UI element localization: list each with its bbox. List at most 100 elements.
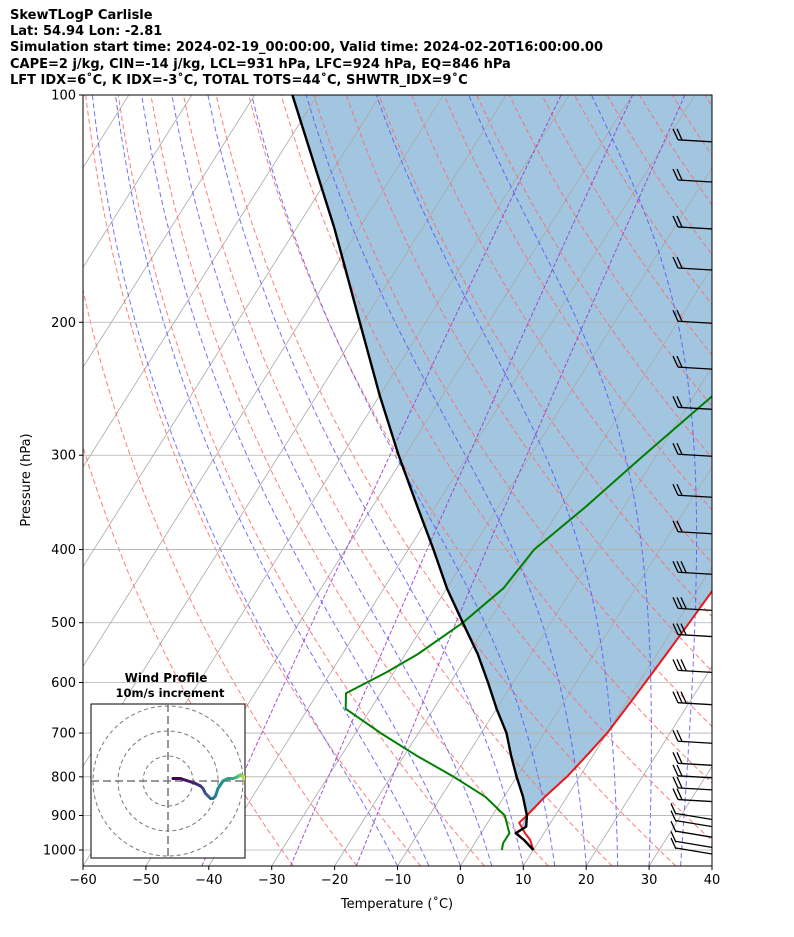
- mixing-ratio-line: [355, 95, 686, 866]
- y-tick-label: 400: [51, 543, 76, 558]
- barb-flag: [672, 561, 679, 573]
- y-axis: 1000 900 800 700 600 500 400 300 200 100: [43, 89, 83, 859]
- x-tick-label: 20: [578, 873, 595, 888]
- x-tick-label: 40: [704, 873, 721, 888]
- chart-header: SkewTLogP Carlisle Lat: 54.94 Lon: -2.81…: [10, 8, 603, 89]
- y-tick-label: 500: [51, 616, 76, 631]
- x-tick-label: 30: [641, 873, 658, 888]
- moist-adiabat-line: [251, 95, 556, 866]
- wind-barb: [672, 128, 713, 143]
- barb-shaft: [675, 820, 713, 828]
- barb-flag: [676, 310, 683, 322]
- y-tick-label: 100: [51, 89, 76, 104]
- location-line: Lat: 54.94 Lon: -2.81: [10, 24, 163, 40]
- hodograph-title: Wind Profile: [125, 671, 208, 685]
- moist-adiabat-line: [141, 95, 461, 866]
- wind-barb: [672, 752, 713, 766]
- barb-shaft: [677, 787, 713, 791]
- barb-flag: [672, 597, 679, 609]
- wind-barb: [672, 730, 713, 744]
- barb-shaft: [677, 798, 713, 803]
- barb-shaft: [677, 775, 713, 779]
- barb-flag: [672, 256, 679, 269]
- y-tick-label: 600: [51, 676, 76, 691]
- barb-flag: [672, 691, 679, 703]
- time-line: Simulation start time: 2024-02-19_00:00:…: [10, 40, 603, 56]
- barb-flag: [676, 396, 683, 408]
- barb-flag: [680, 561, 687, 573]
- dry-adiabat-line: [313, 95, 712, 728]
- dry-adiabat-line: [83, 287, 358, 866]
- barb-flag: [676, 730, 683, 742]
- wind-barb: [672, 788, 713, 803]
- x-axis: −60 −50 −40 −30 −20 −10 0 10 20 30 40: [69, 866, 720, 888]
- barb-flag: [672, 623, 679, 635]
- wind-barb: [672, 561, 713, 575]
- barb-flag: [680, 691, 687, 703]
- barb-flag: [672, 442, 679, 455]
- barb-shaft: [677, 226, 713, 230]
- parcel-profile-line: [291, 95, 535, 851]
- moist-adiabat-line: [171, 95, 493, 866]
- wind-barb: [670, 831, 713, 849]
- barb-flag: [676, 623, 683, 635]
- moist-adiabat-lines: [91, 95, 698, 866]
- dry-adiabat-line: [378, 95, 712, 618]
- wind-barb: [672, 659, 713, 674]
- barb-flag: [670, 837, 677, 850]
- y-tick-label: 700: [51, 727, 76, 742]
- mixing-ratio-lines: [201, 95, 686, 866]
- temperature-profile-line: [518, 589, 712, 851]
- x-tick-label: −60: [69, 873, 96, 888]
- isotherm-lines: [83, 95, 712, 866]
- stability-indices-line: CAPE=2 j/kg, CIN=-14 j/kg, LCL=931 hPa, …: [10, 56, 511, 72]
- barb-shaft: [677, 702, 713, 706]
- x-tick-label: −20: [321, 873, 348, 888]
- isotherm-line: [83, 95, 318, 468]
- dry-adiabat-line: [183, 95, 613, 866]
- isotherm-line: [585, 665, 712, 866]
- barb-flag: [672, 730, 679, 742]
- wind-barb: [672, 483, 713, 498]
- barb-flag: [672, 752, 679, 764]
- barb-shaft: [677, 633, 713, 638]
- isotherm-line: [83, 95, 444, 668]
- barb-shaft: [675, 812, 713, 821]
- barb-shaft: [677, 494, 713, 498]
- isotherm-line: [208, 95, 696, 866]
- barb-flag: [676, 168, 683, 181]
- barb-flag: [672, 128, 679, 141]
- dewpoint-profile-line: [344, 395, 712, 851]
- hodograph-trace-segment: [216, 779, 225, 790]
- barb-flag: [676, 442, 683, 455]
- barb-shaft: [677, 607, 713, 611]
- barb-flag: [670, 820, 677, 833]
- wind-barb: [672, 396, 713, 410]
- dry-adiabat-line: [280, 95, 712, 784]
- moist-adiabat-line: [375, 95, 619, 866]
- derived-indices-line: LFT IDX=6˚C, K IDX=-3˚C, TOTAL TOTS=44˚C…: [10, 72, 468, 88]
- wind-barb: [672, 776, 713, 791]
- barb-shaft: [677, 179, 713, 183]
- x-tick-label: −40: [195, 873, 222, 888]
- wind-barbs: [670, 128, 713, 855]
- y-axis-label: Pressure (hPa): [19, 433, 34, 526]
- barb-flag: [676, 691, 683, 703]
- x-tick-label: −10: [384, 873, 411, 888]
- wind-barb: [672, 256, 713, 271]
- wind-barb: [672, 691, 713, 706]
- barb-flag: [676, 776, 683, 789]
- barb-flag: [672, 659, 679, 671]
- mixing-ratio-line: [290, 95, 634, 866]
- barb-flag: [672, 215, 679, 228]
- wind-barb: [672, 623, 713, 638]
- mixing-ratio-line: [201, 95, 562, 866]
- moist-adiabat-line: [207, 95, 524, 866]
- barb-flag: [672, 520, 679, 533]
- wind-barb: [672, 310, 713, 324]
- barb-shaft: [675, 840, 713, 849]
- y-tick-label: 200: [51, 316, 76, 331]
- wind-barb: [670, 803, 713, 821]
- hodograph-inset: Wind Profile 10m/s increment: [90, 671, 246, 859]
- barb-flag: [676, 752, 683, 764]
